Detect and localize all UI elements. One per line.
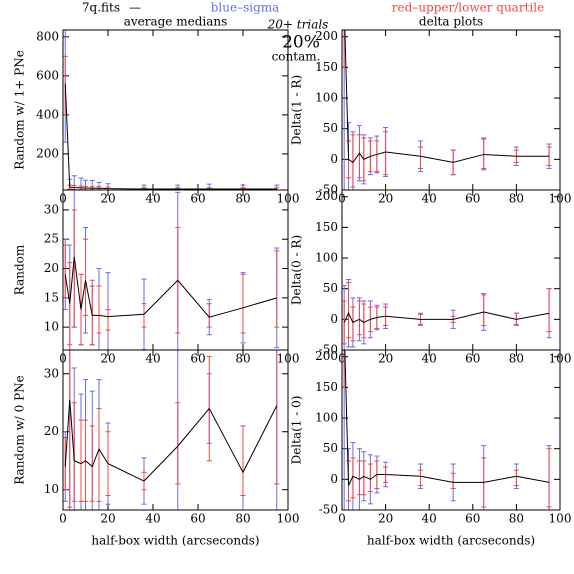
panel-frame <box>341 29 561 191</box>
x-tick-label: 40 <box>422 352 437 366</box>
y-axis-label: Random <box>13 244 27 295</box>
panel-frame <box>62 349 289 511</box>
y-tick-label: 10 <box>44 320 59 334</box>
x-tick-label: 100 <box>277 512 300 526</box>
plot-area <box>63 350 280 510</box>
panel-title: delta plots <box>419 15 483 29</box>
median-line <box>344 30 550 164</box>
y-tick-label: 30 <box>44 366 59 380</box>
y-tick-label: 800 <box>36 29 59 43</box>
median-line <box>64 399 278 482</box>
x-tick-label: 80 <box>509 352 524 366</box>
y-tick-label: -50 <box>319 343 338 357</box>
panel-frame <box>62 189 289 351</box>
y-tick-label: -50 <box>319 503 338 517</box>
y-tick-label: 150 <box>315 60 338 74</box>
x-tick-label: 20 <box>100 192 115 206</box>
header-file: 7q.fits <box>82 1 120 15</box>
y-tick-label: 20 <box>44 261 59 275</box>
x-tick-label: 60 <box>465 512 480 526</box>
legend-sigma: blue–sigma <box>211 1 280 15</box>
plot-area <box>342 30 552 190</box>
y-tick-label: 600 <box>36 68 59 82</box>
y-tick-label: 200 <box>315 29 338 43</box>
plot-area <box>63 30 280 190</box>
x-tick-label: 80 <box>235 192 250 206</box>
x-tick-label: 40 <box>422 192 437 206</box>
plot-area <box>342 350 552 510</box>
median-line <box>343 311 550 324</box>
median-line <box>344 350 550 486</box>
y-tick-label: 0 <box>330 152 338 166</box>
y-tick-label: 400 <box>36 107 59 121</box>
contam-percent: 20% <box>282 33 320 53</box>
trials-note: 20+ trials <box>267 18 329 32</box>
y-tick-label: 15 <box>44 290 59 304</box>
x-tick-label: 40 <box>145 352 160 366</box>
y-tick-label: -50 <box>319 183 338 197</box>
y-tick-label: 30 <box>44 202 59 216</box>
y-tick-label: 20 <box>44 424 59 438</box>
y-tick-label: 100 <box>315 251 338 265</box>
y-axis-label: Delta(0 - R) <box>290 235 304 305</box>
plot-area <box>63 190 280 350</box>
y-axis-label: Random w/ 0 PNe <box>13 375 27 485</box>
x-tick-label: 20 <box>100 512 115 526</box>
x-tick-label: 60 <box>465 352 480 366</box>
x-tick-label: 20 <box>378 512 393 526</box>
x-tick-label: 0 <box>59 512 67 526</box>
y-tick-label: 50 <box>323 441 338 455</box>
x-tick-label: 40 <box>422 512 437 526</box>
x-tick-label: 20 <box>100 352 115 366</box>
plot-area <box>342 279 552 350</box>
x-tick-label: 40 <box>145 192 160 206</box>
x-tick-label: 0 <box>338 512 346 526</box>
y-tick-label: 200 <box>315 189 338 203</box>
x-tick-label: 60 <box>190 352 205 366</box>
x-tick-label: 80 <box>509 512 524 526</box>
y-axis-label: Random w/ 1+ PNe <box>13 50 27 170</box>
y-tick-label: 200 <box>36 146 59 160</box>
y-tick-label: 50 <box>323 281 338 295</box>
x-tick-label: 60 <box>190 512 205 526</box>
y-tick-label: 150 <box>315 220 338 234</box>
x-tick-label: 20 <box>378 192 393 206</box>
y-tick-label: 150 <box>315 380 338 394</box>
y-tick-label: 50 <box>323 121 338 135</box>
x-tick-label: 20 <box>378 352 393 366</box>
x-tick-label: 80 <box>235 352 250 366</box>
y-tick-label: 0 <box>330 472 338 486</box>
legend-quartile: red–upper/lower quartile <box>392 1 544 15</box>
x-tick-label: 80 <box>235 512 250 526</box>
panel-frame <box>62 29 289 191</box>
y-axis-label: Delta(1 - R) <box>290 75 304 145</box>
x-tick-label: 60 <box>190 192 205 206</box>
median-line <box>64 256 277 318</box>
contam-note: contam. <box>272 50 321 64</box>
y-tick-label: 25 <box>44 232 59 246</box>
panel-title: average medians <box>124 15 228 29</box>
y-tick-label: 200 <box>315 349 338 363</box>
y-tick-label: 100 <box>315 411 338 425</box>
y-axis-label: Delta(1 - 0) <box>290 396 304 465</box>
x-tick-label: 40 <box>145 512 160 526</box>
x-tick-label: 100 <box>549 512 572 526</box>
y-tick-label: 10 <box>44 482 59 496</box>
median-line <box>64 83 277 190</box>
header-dash: — <box>129 1 141 15</box>
y-tick-label: 100 <box>315 91 338 105</box>
x-tick-label: 80 <box>509 192 524 206</box>
y-tick-label: 0 <box>330 312 338 326</box>
x-tick-label: 60 <box>465 192 480 206</box>
panel-frame <box>341 349 561 511</box>
x-axis-label: half-box width (arcseconds) <box>367 534 535 548</box>
x-axis-label: half-box width (arcseconds) <box>91 534 259 548</box>
panel-frame <box>341 189 561 351</box>
